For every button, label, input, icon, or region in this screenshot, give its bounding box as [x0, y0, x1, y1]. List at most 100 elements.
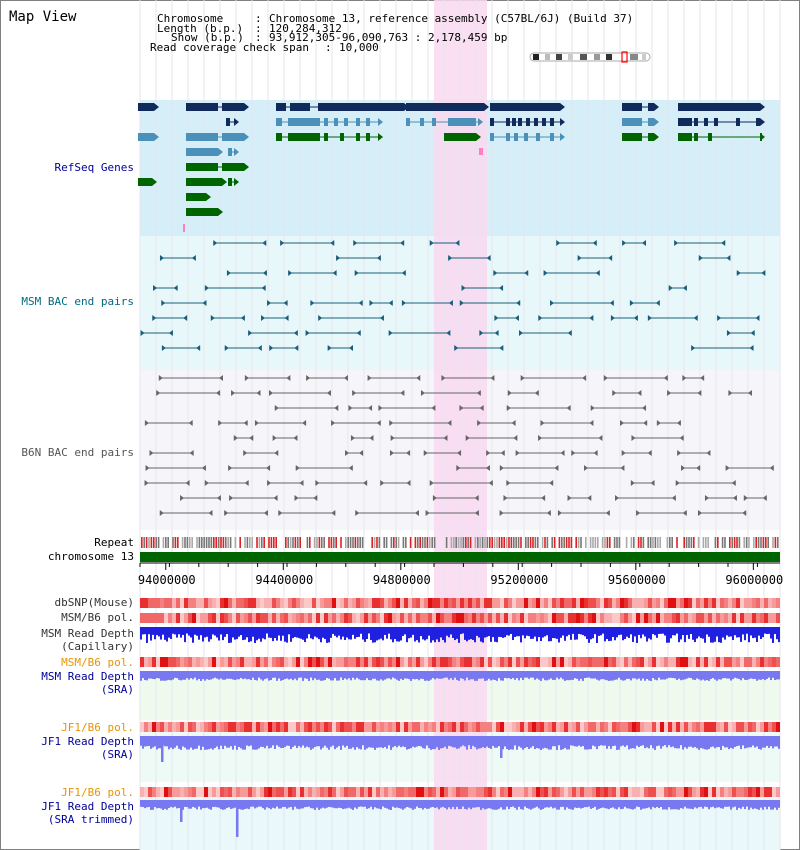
depth-bar [328, 671, 330, 679]
b6n-bac-pair-end [359, 450, 364, 456]
msm-bac-pair-end [726, 255, 731, 261]
jf1-read-depth-trimmed-label[interactable]: JF1 Read Depth [41, 800, 134, 813]
depth-bar [188, 800, 190, 809]
depth-bar [350, 671, 352, 681]
depth-bar [532, 671, 534, 678]
b6n-bac-pair-end [605, 510, 610, 516]
jf1-b6-pol-2-label[interactable]: JF1/B6 pol. [61, 786, 134, 799]
polymorphism-cell [276, 613, 280, 623]
depth-bar [468, 627, 470, 640]
depth-bar [434, 627, 436, 643]
polymorphism-cell [568, 722, 572, 732]
polymorphism-heatmaps[interactable] [140, 598, 780, 797]
depth-bar [250, 736, 252, 746]
depth-bar [420, 800, 422, 809]
jf1-b6-pol-label[interactable]: JF1/B6 pol. [61, 721, 134, 734]
depth-bar [418, 627, 420, 643]
repeat-element [373, 537, 376, 548]
repeat-element [155, 537, 157, 548]
polymorphism-cell [256, 787, 260, 797]
polymorphism-cell [312, 722, 316, 732]
depth-bar [482, 736, 484, 748]
depth-bar [654, 627, 656, 636]
repeat-element [313, 537, 316, 548]
b6n-bac-end-pairs-track[interactable] [144, 375, 774, 516]
msm-bac-end-pairs-track[interactable] [140, 240, 766, 351]
depth-bar [352, 671, 354, 678]
gene-exon [448, 118, 476, 126]
chromosome-13-bar[interactable] [140, 552, 780, 562]
msm-bac-label[interactable]: MSM BAC end pairs [21, 295, 134, 308]
depth-bar [688, 671, 690, 678]
gene-exon [432, 118, 436, 126]
depth-bar [248, 671, 250, 680]
msm-read-depth-capillary-label[interactable]: MSM Read Depth [41, 627, 134, 640]
depth-bar [272, 627, 274, 642]
depth-bar [492, 627, 494, 638]
polymorphism-cell [428, 722, 432, 732]
jf1-read-depth-sra-label[interactable]: JF1 Read Depth [41, 735, 134, 748]
b6n-bac-pair-end [620, 465, 625, 471]
depth-bar [310, 671, 312, 678]
depth-bar [734, 736, 736, 747]
msm-b6-pol-label[interactable]: MSM/B6 pol. [61, 611, 134, 624]
gene-exon [648, 118, 654, 126]
polymorphism-cell [480, 613, 484, 623]
depth-bar [208, 736, 210, 750]
polymorphism-cell [772, 722, 776, 732]
polymorphism-cell [728, 598, 732, 608]
polymorphism-cell [544, 787, 548, 797]
depth-bar [642, 800, 644, 809]
polymorphism-cell [748, 613, 752, 623]
repeat-element [172, 537, 174, 548]
depth-bar [298, 671, 300, 678]
depth-bar [266, 627, 268, 634]
polymorphism-cell [276, 787, 280, 797]
depth-bar [588, 627, 590, 643]
polymorphism-cell [272, 613, 276, 623]
msm-bac-pair-end [349, 345, 354, 351]
polymorphism-cell [304, 722, 308, 732]
depth-bar [164, 671, 166, 681]
depth-bar [256, 736, 258, 750]
polymorphism-cell [400, 613, 404, 623]
depth-bar [450, 627, 452, 635]
polymorphism-cell [236, 613, 240, 623]
msm-bac-pair-end [173, 285, 178, 291]
polymorphism-cell [672, 598, 676, 608]
repeat-element [589, 537, 592, 548]
msm-b6-pol-sra-label[interactable]: MSM/B6 pol. [61, 656, 134, 669]
read-depth-tracks[interactable] [140, 627, 780, 837]
polymorphism-cell [408, 598, 412, 608]
depth-bar [604, 627, 606, 642]
ideogram-band [642, 54, 646, 60]
polymorphism-cell [448, 722, 452, 732]
polymorphism-cell [588, 657, 592, 667]
polymorphism-cell [628, 613, 632, 623]
b6n-bac-label[interactable]: B6N BAC end pairs [21, 446, 134, 459]
depth-bar [614, 736, 616, 746]
dbsnp-label[interactable]: dbSNP(Mouse) [54, 596, 134, 609]
polymorphism-cell [332, 787, 336, 797]
repeat-element [457, 537, 460, 548]
refseq-genes-label[interactable]: RefSeq Genes [54, 161, 134, 174]
depth-bar [302, 627, 304, 640]
polymorphism-cell [524, 722, 528, 732]
polymorphism-cell [176, 613, 180, 623]
msm-read-depth-sra-label[interactable]: MSM Read Depth [41, 670, 134, 683]
b6n-bac-pair-end [431, 405, 436, 411]
chromosome-ideogram[interactable] [529, 51, 651, 63]
polymorphism-cell [484, 787, 488, 797]
polymorphism-cell [712, 613, 716, 623]
repeat-element [359, 537, 361, 548]
depth-bar [284, 671, 286, 680]
depth-bar [308, 627, 310, 635]
polymorphism-cell [484, 598, 488, 608]
depth-bar [370, 671, 372, 681]
polymorphism-cell [196, 598, 200, 608]
refseq-genes-track[interactable] [138, 103, 765, 232]
depth-bar [192, 736, 194, 750]
repeat-track[interactable] [141, 537, 779, 548]
polymorphism-cell [760, 787, 764, 797]
